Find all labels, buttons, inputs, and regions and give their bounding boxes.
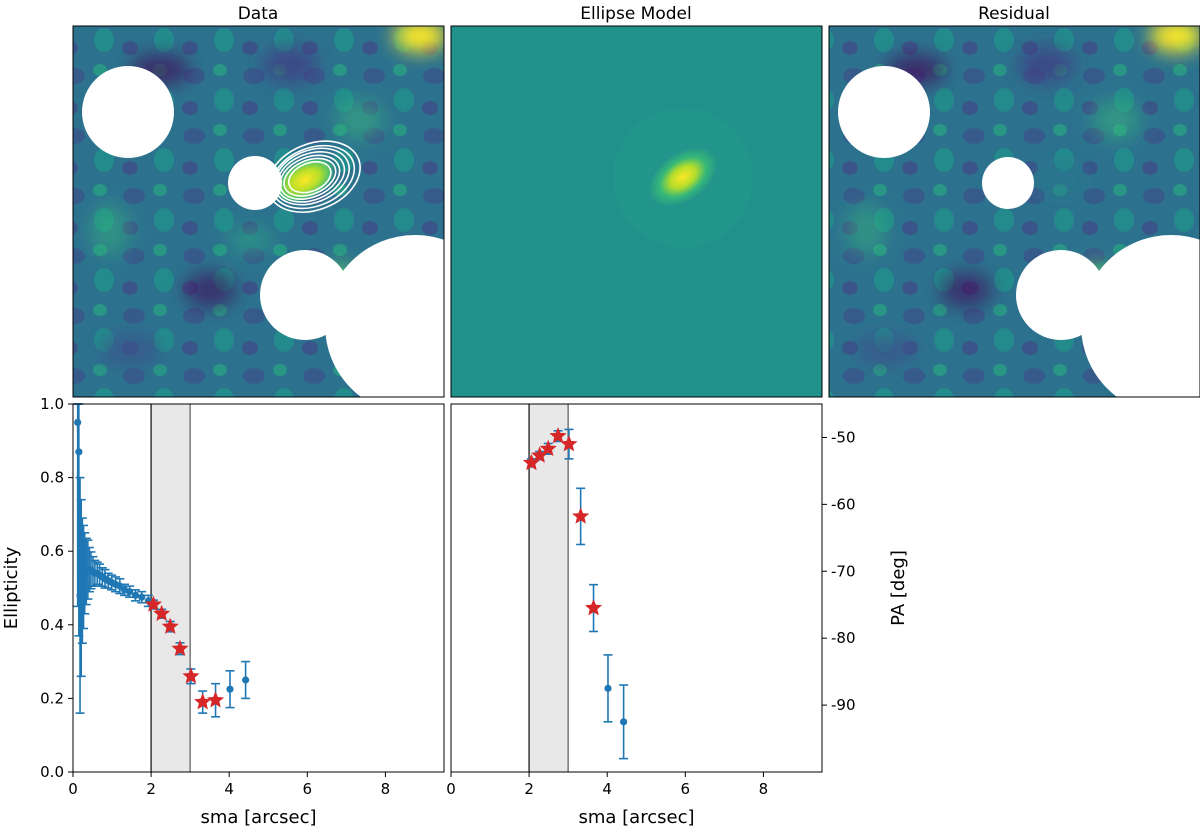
y-tick-label: 0.2 — [40, 689, 64, 707]
panel-title-residual: Residual — [978, 4, 1050, 24]
data-image-panel — [73, 26, 444, 397]
model-image-panel — [451, 26, 822, 397]
star-point — [549, 427, 567, 444]
y-tick-label: -50 — [831, 428, 856, 446]
x-tick-label: 6 — [303, 780, 313, 798]
x-tick-label: 2 — [146, 780, 156, 798]
star-point — [182, 667, 200, 684]
data-point — [74, 418, 82, 426]
data-point — [138, 593, 146, 601]
x-axis-label: sma [arcsec] — [579, 807, 695, 828]
data-point — [131, 591, 140, 599]
x-tick-label: 0 — [68, 780, 78, 798]
x-axis-label: sma [arcsec] — [201, 807, 317, 828]
x-tick-label: 8 — [381, 780, 391, 798]
y-tick-label: 0.8 — [40, 469, 64, 487]
data-point — [604, 684, 612, 692]
residual-image-panel — [829, 26, 1200, 397]
star-point — [560, 435, 578, 452]
star-point — [531, 446, 549, 463]
panel-title-model: Ellipse Model — [580, 4, 691, 24]
fit-range-band — [151, 404, 191, 772]
x-tick-label: 4 — [224, 780, 234, 798]
y-tick-label: 0.4 — [40, 616, 64, 634]
star-point — [522, 453, 540, 471]
data-point — [620, 718, 628, 726]
ellipticity-plot-frame — [72, 403, 445, 773]
residual-panel-frame — [828, 25, 1200, 398]
data-point — [226, 685, 234, 693]
data-panel-frame — [72, 25, 445, 398]
x-tick-label: 0 — [446, 780, 456, 798]
y-tick-label: 0.6 — [40, 542, 64, 560]
y-tick-label: -80 — [831, 629, 856, 647]
x-tick-label: 6 — [681, 780, 691, 798]
star-point — [207, 691, 225, 708]
data-point — [75, 448, 83, 456]
star-point — [539, 439, 557, 457]
y-tick-label: -90 — [831, 696, 856, 714]
y-axis-label: Ellipticity — [1, 546, 22, 629]
star-point — [194, 693, 212, 710]
pa-plot: 0 2 4 6 8 sma [arcsec] -50 -60 -70 -80 -90 PA [deg] — [446, 404, 909, 828]
panel-title-data: Data — [238, 4, 279, 24]
star-point — [144, 595, 162, 612]
model-panel-frame — [450, 25, 823, 398]
x-tick-label: 2 — [524, 780, 534, 798]
ellipticity-plot: 0 2 4 6 8 sma [arcsec] 0.0 0.2 0.4 0.6 0.8 1.0 Ellip… — [1, 395, 390, 828]
star-point — [572, 507, 590, 524]
data-point — [242, 676, 250, 684]
star-point — [585, 599, 603, 616]
y-tick-label: 0.0 — [40, 763, 64, 781]
star-point — [171, 639, 189, 656]
x-tick-label: 4 — [602, 780, 612, 798]
star-point — [153, 604, 171, 621]
y-tick-label: -70 — [831, 562, 856, 580]
star-point — [161, 617, 179, 634]
x-tick-label: 8 — [759, 780, 769, 798]
y-axis-label: PA [deg] — [888, 550, 909, 626]
pa-plot-frame — [450, 403, 823, 773]
y-tick-label: -60 — [831, 495, 856, 513]
y-tick-label: 1.0 — [40, 395, 64, 413]
fit-range-band — [529, 404, 569, 772]
